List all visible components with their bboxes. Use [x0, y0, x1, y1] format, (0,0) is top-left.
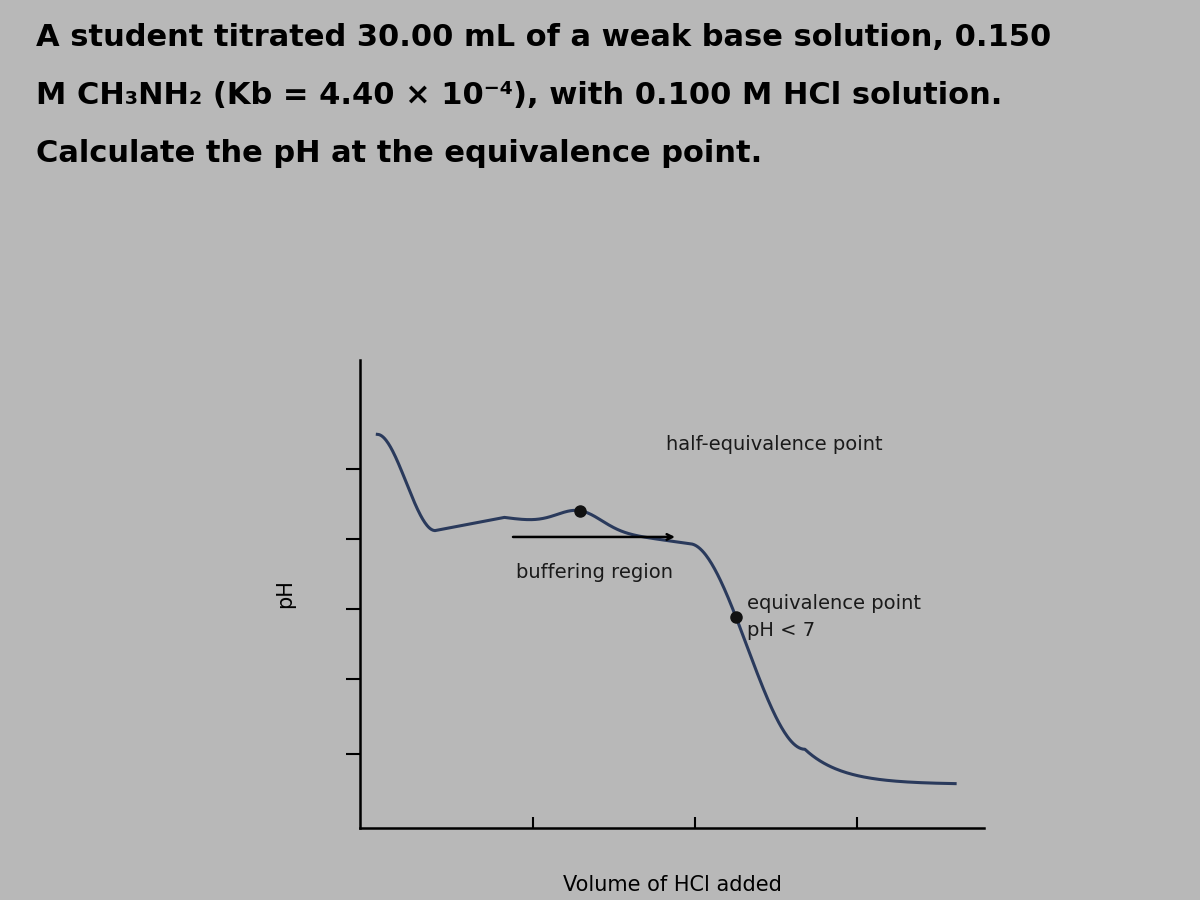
Text: A student titrated 30.00 mL of a weak base solution, 0.150: A student titrated 30.00 mL of a weak ba… [36, 22, 1051, 51]
Text: M CH₃NH₂ (Kb = 4.40 × 10⁻⁴), with 0.100 M HCl solution.: M CH₃NH₂ (Kb = 4.40 × 10⁻⁴), with 0.100 … [36, 81, 1002, 110]
Text: Volume of HCl added: Volume of HCl added [563, 875, 781, 895]
Text: pH: pH [275, 580, 295, 608]
Text: Calculate the pH at the equivalence point.: Calculate the pH at the equivalence poin… [36, 140, 762, 168]
Text: half-equivalence point: half-equivalence point [666, 435, 883, 454]
Text: equivalence point
pH < 7: equivalence point pH < 7 [748, 594, 922, 640]
Text: buffering region: buffering region [516, 563, 673, 582]
